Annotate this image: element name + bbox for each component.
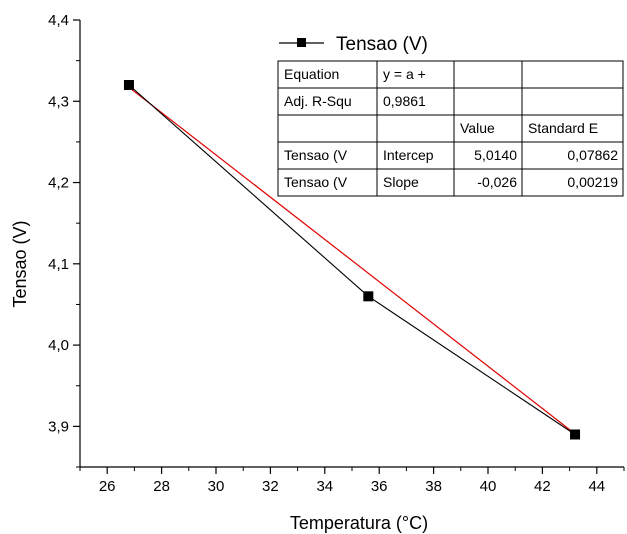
- y-axis-title: Tensao (V): [10, 220, 30, 307]
- table-cell-text: 0,00219: [567, 174, 618, 190]
- data-point: [123, 80, 134, 91]
- table-cell: [277, 141, 378, 170]
- legend-marker: [297, 38, 306, 47]
- x-tick-label: 42: [534, 478, 551, 495]
- table-cell: [453, 168, 523, 197]
- table-cell-text: 0,9861: [383, 93, 426, 109]
- y-tick-label: 4,4: [48, 12, 69, 29]
- x-tick-label: 30: [208, 478, 225, 495]
- table-cell-text: Tensao (V: [284, 174, 348, 190]
- x-tick-label: 32: [262, 478, 279, 495]
- legend-label: Tensao (V): [336, 34, 428, 55]
- y-tick-label: 4,2: [48, 175, 69, 192]
- table-cell: [453, 87, 523, 116]
- table-cell-text: Intercep: [383, 147, 434, 163]
- table-cell-text: 0,07862: [567, 147, 618, 163]
- table-cell: [521, 60, 624, 89]
- y-tick-label: 4,1: [48, 256, 69, 273]
- table-cell-text: -0,026: [477, 174, 517, 190]
- table-cell: [376, 114, 455, 143]
- x-tick-label: 40: [480, 478, 497, 495]
- table-cell: [521, 141, 624, 170]
- series-layer: [123, 80, 581, 440]
- x-tick-label: 36: [371, 478, 388, 495]
- fit-line: [128, 86, 576, 435]
- x-axis-title: Temperatura (°C): [290, 513, 428, 533]
- axes: 3,9 4,0 4,1 4,2 4,3 4,4 26 28 30 32 34 36 38 40 42 44: [48, 12, 625, 495]
- table-cell: [277, 114, 378, 143]
- table-cell-text: Slope: [383, 174, 419, 190]
- table-cell: [453, 141, 523, 170]
- fit-layer: [128, 86, 576, 435]
- table-cell: [376, 168, 455, 197]
- x-tick-label: 38: [425, 478, 442, 495]
- table-cell-text: Adj. R-Squ: [284, 93, 352, 109]
- table-cell-text: y = a +: [383, 66, 426, 82]
- table-cell: [277, 87, 378, 116]
- table-cell: [521, 168, 624, 197]
- table-cell-text: Standard E: [528, 120, 598, 136]
- table-cell-text: Equation: [284, 66, 339, 82]
- data-point: [570, 429, 581, 440]
- x-tick-label: 26: [99, 478, 116, 495]
- table-cell: [453, 60, 523, 89]
- table-cell-text: Tensao (V: [284, 147, 348, 163]
- fit-table: Equation y = a + Adj. R-Squ 0,9861 Value Stan…: [277, 60, 624, 197]
- table-cell: [376, 87, 455, 116]
- y-tick-label: 3,9: [48, 418, 69, 435]
- data-point: [363, 291, 374, 302]
- y-tick-label: 4,3: [48, 93, 69, 110]
- x-tick-label: 28: [153, 478, 170, 495]
- x-tick-label: 44: [588, 478, 605, 495]
- table-cell: [521, 87, 624, 116]
- table-cell-text: 5,0140: [474, 147, 517, 163]
- x-tick-label: 34: [316, 478, 333, 495]
- y-tick-label: 4,0: [48, 337, 69, 354]
- table-cell-text: Value: [460, 120, 495, 136]
- table-cell: [521, 114, 624, 143]
- legend: Tensao (V): [279, 34, 428, 55]
